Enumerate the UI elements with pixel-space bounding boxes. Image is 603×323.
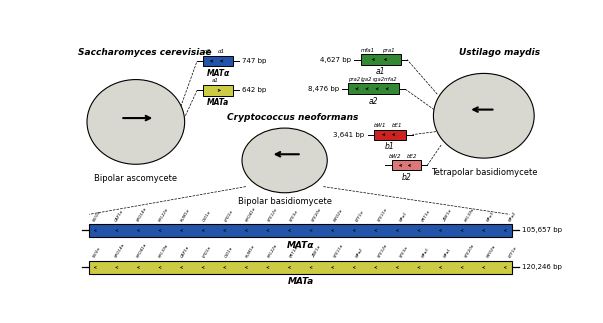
Bar [203,85,233,96]
Text: SXI2a: SXI2a [92,247,102,259]
Text: RPL22α: RPL22α [158,206,169,222]
Text: bE2: bE2 [407,154,418,159]
Text: MATα: MATα [287,241,314,249]
Ellipse shape [242,128,327,193]
Text: MATa: MATa [288,277,314,287]
Text: a1: a1 [212,78,218,83]
Text: MFα3: MFα3 [487,210,496,222]
Text: MATα: MATα [206,69,230,78]
Text: MFα1: MFα1 [399,210,408,222]
Text: pra2: pra2 [348,77,360,82]
Text: SPO14α: SPO14α [136,206,148,222]
Text: rga2: rga2 [372,77,385,82]
Text: Ustilago maydis: Ustilago maydis [459,48,540,57]
Ellipse shape [87,79,185,164]
Text: MFa3: MFa3 [421,247,430,259]
Text: STE11a: STE11a [333,244,344,259]
Text: CAP1a: CAP1a [180,245,190,259]
Text: pra1: pra1 [382,47,395,53]
Text: α2: α2 [204,49,210,54]
Text: RPO41α: RPO41α [246,206,257,222]
Text: RPL22a: RPL22a [268,244,279,259]
Text: PRT1α: PRT1α [421,209,431,222]
Bar [203,56,233,67]
Text: STE20α: STE20α [312,206,323,222]
Text: RPO41a: RPO41a [136,243,148,259]
Text: a2: a2 [368,97,378,106]
Text: Tetrapolar basidiomycete: Tetrapolar basidiomycete [431,168,537,177]
Text: mfa2: mfa2 [384,77,397,82]
Ellipse shape [434,73,534,158]
Text: STE20a: STE20a [465,244,476,259]
Text: SXI1α: SXI1α [92,210,102,222]
Text: STE11α: STE11α [377,206,388,222]
Text: PRT1a: PRT1a [289,246,300,259]
Text: CID1a: CID1a [224,246,233,259]
Text: SPO14a: SPO14a [115,243,126,259]
Text: STE12a: STE12a [377,244,388,259]
Text: Bipolar basidiomycete: Bipolar basidiomycete [238,197,332,206]
Text: 4,627 bp: 4,627 bp [320,57,352,63]
Bar [374,130,406,140]
Text: MATa: MATa [207,98,229,107]
Text: RUM1a: RUM1a [246,245,256,259]
Text: ZNF1a: ZNF1a [312,245,321,259]
Text: RPL39α: RPL39α [465,206,476,222]
Text: MFα2: MFα2 [508,210,518,222]
Text: bW1: bW1 [374,123,386,128]
Text: RUM1α: RUM1α [180,207,191,222]
Text: mfa1: mfa1 [361,47,376,53]
Text: ZNF1α: ZNF1α [443,208,453,222]
Text: CAP1α: CAP1α [115,208,125,222]
Text: 8,476 bp: 8,476 bp [308,86,339,92]
Text: bE1: bE1 [392,123,402,128]
Text: MYO2a: MYO2a [487,245,497,259]
Text: LPD1α: LPD1α [224,209,234,222]
Text: ETF1a: ETF1a [508,246,519,259]
Text: CID1α: CID1α [202,209,212,222]
Bar [391,161,421,171]
Text: STE12α: STE12α [268,206,279,222]
Text: b2: b2 [402,173,411,182]
Text: a1: a1 [376,67,385,76]
Text: MFa2: MFa2 [355,247,364,259]
Text: ETF1α: ETF1α [355,209,365,222]
Text: MYO2α: MYO2α [333,207,344,222]
Text: STE3α: STE3α [289,209,300,222]
Bar [348,83,399,94]
Text: lga2: lga2 [361,77,372,82]
Bar [89,224,512,237]
Text: STE3a: STE3a [399,246,409,259]
Bar [89,261,512,274]
Text: Bipolar ascomycete: Bipolar ascomycete [94,173,177,182]
Text: 120,246 bp: 120,246 bp [522,265,561,270]
Text: b1: b1 [385,142,395,151]
Text: MFa1: MFa1 [443,247,452,259]
Text: LPD1a: LPD1a [202,246,212,259]
Text: 105,657 bp: 105,657 bp [522,227,562,234]
Bar [361,54,401,65]
Text: 3,641 bp: 3,641 bp [333,132,364,138]
Text: bW2: bW2 [389,154,402,159]
Text: α1: α1 [218,49,226,54]
Text: RPL39a: RPL39a [158,244,169,259]
Text: Cryptococcus neoformans: Cryptococcus neoformans [227,113,358,122]
Text: 642 bp: 642 bp [242,87,267,93]
Text: Saccharomyces cerevisiae: Saccharomyces cerevisiae [78,48,211,57]
Text: 747 bp: 747 bp [242,58,267,64]
